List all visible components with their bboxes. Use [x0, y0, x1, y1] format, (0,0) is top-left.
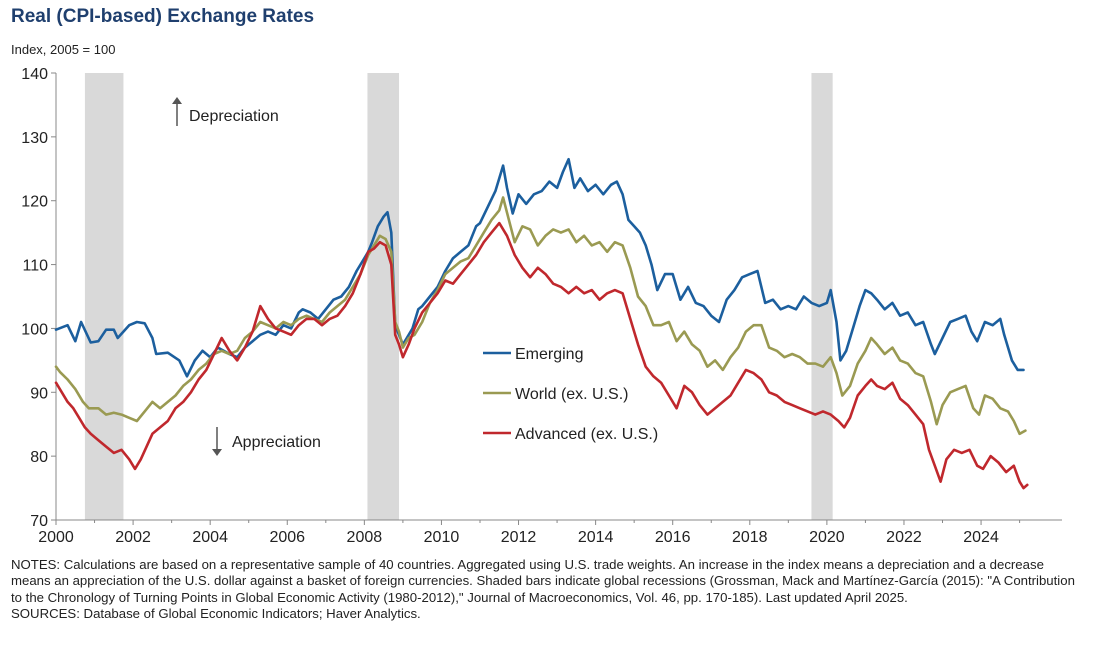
x-tick-label: 2000 — [38, 529, 74, 546]
x-tick-label: 2012 — [501, 529, 537, 546]
y-tick-label: 110 — [22, 258, 48, 275]
y-tick-label: 90 — [30, 385, 48, 402]
x-tick-label: 2016 — [655, 529, 691, 546]
chart-series — [54, 157, 1029, 490]
y-tick-label: 70 — [30, 513, 48, 530]
legend-label-0: Emerging — [515, 346, 583, 363]
x-tick-label: 2020 — [809, 529, 845, 546]
y-tick-label: 80 — [30, 449, 48, 466]
chart-canvas: 70 80 90 100 110 120 130 140 2000 2002 2004 2006 200… — [21, 66, 1062, 546]
x-tick-label: 2006 — [269, 529, 305, 546]
legend-label-2: Advanced (ex. U.S.) — [515, 426, 658, 443]
x-tick-label: 2024 — [963, 529, 999, 546]
depreciation-label: Depreciation — [189, 108, 279, 125]
down-arrow-icon-head — [212, 449, 222, 456]
x-tick-label: 2008 — [347, 529, 383, 546]
series-line-1 — [54, 196, 1027, 436]
up-arrow-icon-head — [172, 97, 182, 104]
chart-legend: Emerging World (ex. U.S.) Advanced (ex. U.… — [483, 346, 658, 443]
y-tick-label: 140 — [21, 66, 48, 83]
x-tick-label: 2002 — [115, 529, 151, 546]
x-tick-label: 2010 — [424, 529, 460, 546]
x-tick-label: 2022 — [886, 529, 922, 546]
x-tick-label: 2014 — [578, 529, 614, 546]
y-tick-label: 130 — [21, 130, 48, 147]
appreciation-label: Appreciation — [232, 434, 321, 451]
series-line-2 — [54, 221, 1029, 490]
notes-text: NOTES: Calculations are based on a repre… — [11, 557, 1075, 605]
recession-bands — [84, 73, 833, 520]
x-tick-label: 2004 — [192, 529, 228, 546]
y-tick-label: 100 — [21, 321, 48, 338]
chart-annotations: Depreciation Appreciation — [172, 97, 321, 456]
sources-text: SOURCES: Database of Global Economic Ind… — [11, 605, 421, 621]
y-tick-label: 120 — [21, 194, 48, 211]
chart-subtitle: Index, 2005 = 100 — [11, 42, 116, 57]
recession-band — [84, 73, 124, 520]
chart-axes: 70 80 90 100 110 120 130 140 2000 2002 2004 2006 200… — [21, 66, 1062, 546]
recession-band — [811, 73, 833, 520]
x-tick-label: 2018 — [732, 529, 768, 546]
page-title: Real (CPI-based) Exchange Rates — [11, 6, 315, 27]
legend-label-1: World (ex. U.S.) — [515, 386, 629, 403]
chart-notes: NOTES: Calculations are based on a repre… — [11, 557, 1086, 622]
